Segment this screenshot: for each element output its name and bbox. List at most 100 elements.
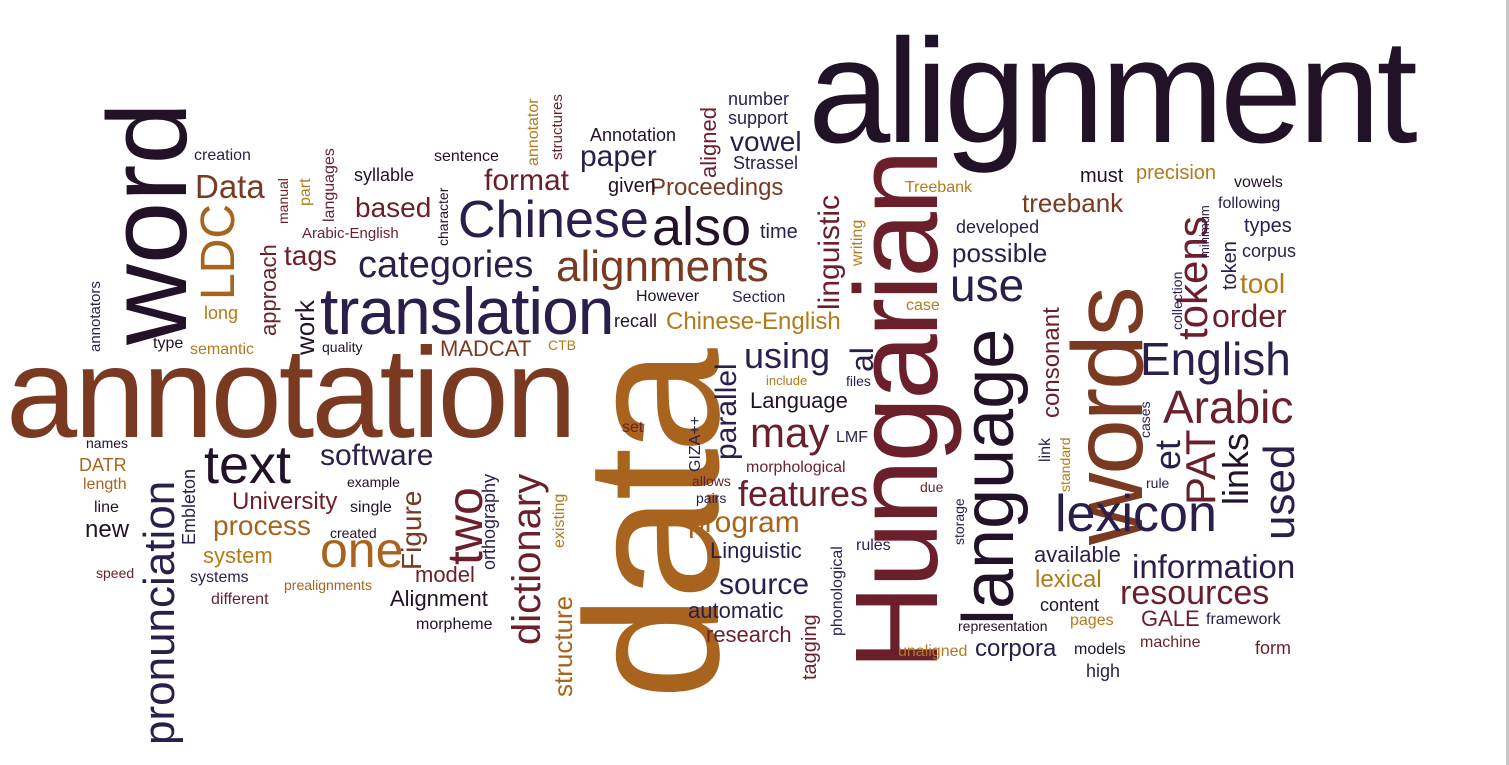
word-treebank: treebank xyxy=(1022,188,1124,218)
word-recall: recall xyxy=(614,311,658,331)
word-phonological: phonological xyxy=(829,546,846,636)
word-allows: allows xyxy=(692,473,731,489)
word-annotators: annotators xyxy=(87,281,104,352)
word-standard: standard xyxy=(1057,437,1073,492)
word-collection: collection xyxy=(1169,271,1185,330)
word-links: links xyxy=(1215,432,1256,505)
word-quality: quality xyxy=(322,339,363,355)
word-new: new xyxy=(85,516,130,543)
word-madcat: MADCAT xyxy=(440,336,532,361)
word-arabic: Arabic xyxy=(1163,381,1294,433)
word-representation: representation xyxy=(958,618,1048,634)
word-et: et xyxy=(1147,439,1188,470)
word-rules: rules xyxy=(856,537,891,554)
word-alignment-cap: Alignment xyxy=(390,586,488,611)
word-use: use xyxy=(950,259,1025,311)
word-vowels: vowels xyxy=(1234,174,1283,191)
word-prealignments: prealignments xyxy=(284,577,372,593)
word-rule: rule xyxy=(1146,475,1170,491)
word-long: long xyxy=(204,303,239,323)
word-word: word xyxy=(85,102,210,345)
word-software: software xyxy=(320,439,434,472)
word-tagging: tagging xyxy=(799,614,821,680)
word-token: token xyxy=(1219,241,1241,290)
word-must: must xyxy=(1080,165,1124,187)
word-link: link xyxy=(1037,437,1054,462)
word-part: part xyxy=(297,178,314,206)
word-order: order xyxy=(1212,298,1287,334)
word-cases: cases xyxy=(1137,401,1153,438)
word-semantic: semantic xyxy=(190,341,255,358)
word-created: created xyxy=(330,525,377,541)
word-framework: framework xyxy=(1206,611,1281,628)
word-system: system xyxy=(203,543,273,568)
word-corpus: corpus xyxy=(1242,241,1297,261)
word-pages: pages xyxy=(1070,612,1114,629)
word-features: features xyxy=(738,473,869,514)
word-format: format xyxy=(484,164,570,197)
word-available: available xyxy=(1034,542,1121,567)
word-storage: storage xyxy=(951,498,967,545)
word-languages: languages xyxy=(321,148,338,222)
word-resources: resources xyxy=(1120,574,1270,612)
word-number: number xyxy=(728,89,790,109)
word-structures: structures xyxy=(549,94,566,160)
word-english: English xyxy=(1140,333,1291,385)
word-vowel: vowel xyxy=(730,126,802,157)
word-linguistic: linguistic xyxy=(813,194,846,310)
word-translation: translation xyxy=(320,274,615,348)
word-model: model xyxy=(415,562,475,587)
word-manual: manual xyxy=(275,178,291,224)
word-may: may xyxy=(750,409,830,456)
word-time: time xyxy=(760,221,798,243)
word-minimum: minimum xyxy=(1197,205,1212,258)
word-program: program xyxy=(688,506,800,539)
word-different: different xyxy=(211,591,269,608)
word-figure: Figure xyxy=(396,490,427,570)
word-treebank-cap: Treebank xyxy=(905,179,972,196)
word-annotation-cap: Annotation xyxy=(590,125,677,145)
word-support: support xyxy=(728,108,789,128)
word-arabic-english: Arabic-English xyxy=(302,225,399,242)
word-example: example xyxy=(347,474,400,490)
word-tool: tool xyxy=(1240,268,1286,299)
word-gizapp: GIZA++ xyxy=(687,415,704,472)
word-aligned: aligned xyxy=(696,107,721,178)
word-approach: approach xyxy=(256,244,281,336)
word-given: given xyxy=(608,175,656,197)
word-morpheme: morpheme xyxy=(416,616,493,633)
word-names: names xyxy=(86,435,129,451)
word-ctb: CTB xyxy=(548,337,576,353)
word-annotation: annotation xyxy=(6,322,577,465)
word-gale: GALE xyxy=(1141,606,1200,631)
word-information: information xyxy=(1132,548,1296,585)
word-research: research xyxy=(706,622,792,647)
word-high: high xyxy=(1086,661,1121,681)
word-type: type xyxy=(153,335,184,352)
word-data-small: Data xyxy=(195,168,265,205)
word-lexical: lexical xyxy=(1035,566,1102,593)
word-unaligned: unaligned xyxy=(898,643,968,660)
word-syllable: syllable xyxy=(354,165,415,185)
word-based: based xyxy=(355,192,432,223)
word-linguistic-cap: Linguistic xyxy=(710,538,802,563)
word-pronunciation: pronunciation xyxy=(135,480,184,745)
word-used: used xyxy=(1255,444,1304,540)
word-sentence: sentence xyxy=(434,148,499,165)
word-writing: writing xyxy=(849,219,866,266)
word-dictionary: dictionary xyxy=(505,473,549,645)
word-process: process xyxy=(213,510,312,541)
word-following: following xyxy=(1218,195,1281,212)
word-automatic: automatic xyxy=(688,598,784,623)
word-creation: creation xyxy=(194,147,251,164)
word-ldc: LDC xyxy=(192,203,245,300)
word-chinese-english: Chinese-English xyxy=(666,308,841,335)
word-files: files xyxy=(846,373,871,389)
word-models: models xyxy=(1074,641,1126,658)
word-precision: precision xyxy=(1136,162,1217,184)
word-work: work xyxy=(290,300,320,355)
word-one: one xyxy=(320,522,404,578)
word-language: language xyxy=(949,328,1029,625)
word-due: due xyxy=(920,479,944,495)
